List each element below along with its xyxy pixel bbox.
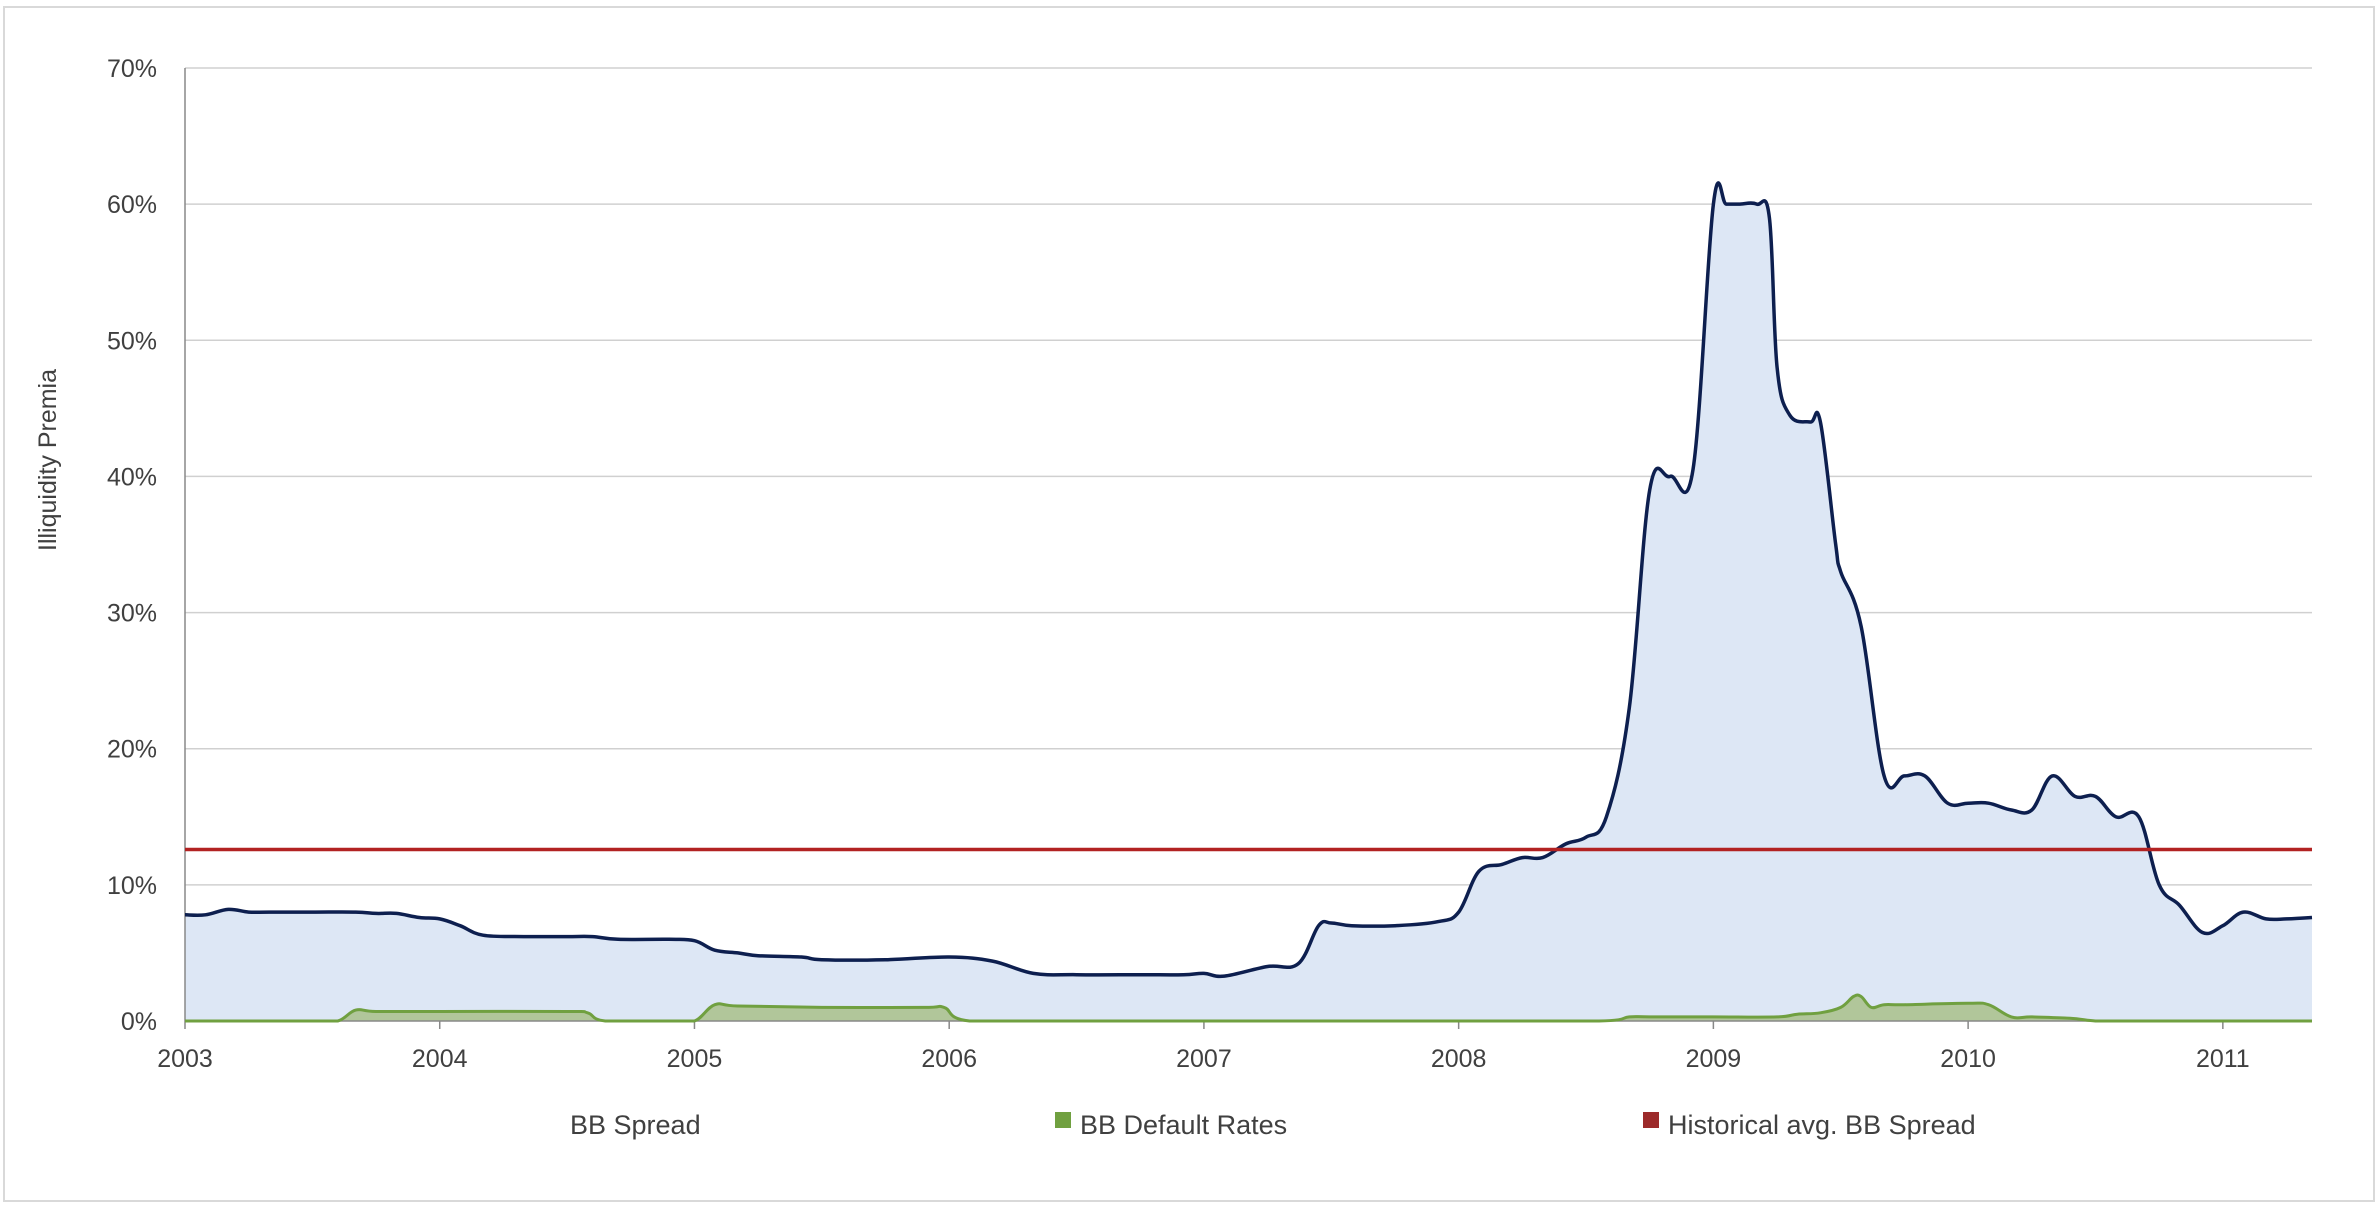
- y-tick-label: 0%: [121, 1008, 157, 1036]
- y-tick-label: 60%: [107, 191, 157, 219]
- area-layer: [185, 182, 2312, 1021]
- y-tick-label: 40%: [107, 463, 157, 491]
- legend-label: BB Spread: [570, 1110, 701, 1140]
- legend-swatch: [1643, 1112, 1659, 1128]
- legend-item: Historical avg. BB Spread: [1643, 1110, 1976, 1140]
- x-tick-label: 2010: [1940, 1045, 1996, 1073]
- legend-item: BB Spread: [570, 1110, 701, 1140]
- series-area-0: [185, 182, 2312, 1021]
- y-tick-label: 30%: [107, 600, 157, 628]
- x-tick-label: 2005: [667, 1045, 723, 1073]
- legend-label: BB Default Rates: [1080, 1110, 1287, 1140]
- y-tick-label: 20%: [107, 736, 157, 764]
- legend-item: BB Default Rates: [1055, 1110, 1287, 1140]
- x-tick-label: 2004: [412, 1045, 468, 1073]
- x-tick-label: 2009: [1686, 1045, 1742, 1073]
- line-layer: [184, 181, 2313, 1023]
- series-line-0: [184, 181, 2313, 979]
- y-tick-label: 70%: [107, 55, 157, 83]
- x-tick-label: 2008: [1431, 1045, 1487, 1073]
- series-area-1: [185, 995, 2312, 1021]
- y-axis-title: Illiquidity Premia: [34, 369, 62, 551]
- x-tick-label: 2006: [921, 1045, 977, 1073]
- x-tick-label: 2011: [2196, 1045, 2250, 1073]
- x-tick-label: 2003: [157, 1045, 213, 1073]
- grid-layer: [185, 67, 2312, 886]
- series-line-1: [185, 993, 2312, 1023]
- y-tick-label: 50%: [107, 327, 157, 355]
- y-tick-label: 10%: [107, 872, 157, 900]
- label-layer: Illiquidity Premia 0% 10% 20% 30% 40% 50% 60% 7…: [34, 55, 2250, 1073]
- x-tick-label: 2007: [1176, 1045, 1232, 1073]
- legend-label: Historical avg. BB Spread: [1668, 1110, 1976, 1140]
- legend-swatch: [1055, 1112, 1071, 1128]
- legend: BB Spread BB Default Rates Historical avg.…: [570, 1110, 1976, 1140]
